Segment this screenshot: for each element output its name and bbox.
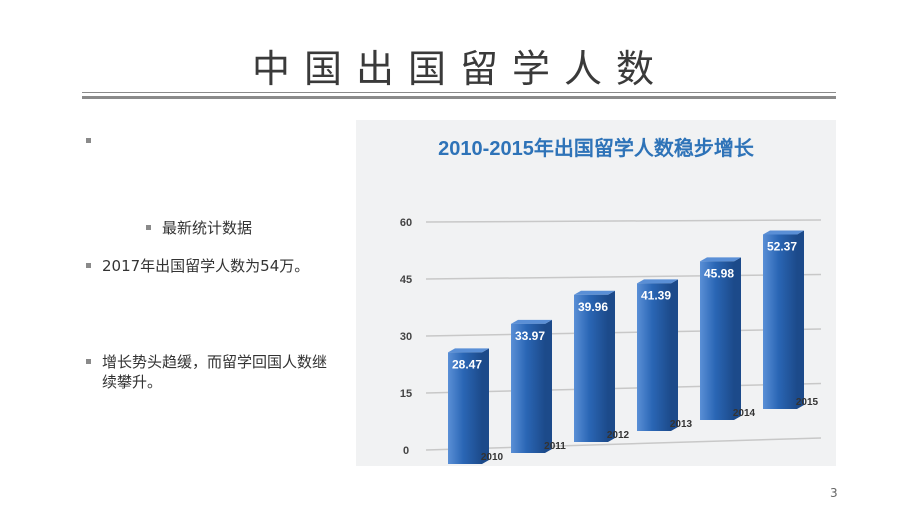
data-label: 39.96 xyxy=(578,300,608,314)
data-label: 28.47 xyxy=(452,357,482,371)
bar-top xyxy=(637,279,678,284)
gridline xyxy=(425,328,822,337)
bar xyxy=(448,352,482,464)
bar-side xyxy=(545,319,552,453)
bar-top xyxy=(763,230,804,235)
x-tick-label: 2012 xyxy=(607,430,630,441)
x-tick-label: 2011 xyxy=(544,441,566,452)
y-tick-label: 0 xyxy=(403,445,409,457)
x-tick-label: 2014 xyxy=(733,408,756,419)
bar-top xyxy=(511,319,552,324)
bullet-text: 最新统计数据 xyxy=(162,219,253,237)
gridline xyxy=(425,219,822,223)
gridline xyxy=(425,273,822,280)
bullet-item: 2017年出国留学人数为54万。 xyxy=(86,256,331,276)
data-label: 41.39 xyxy=(641,288,671,302)
chart-title: 2010-2015年出国留学人数稳步增长 xyxy=(438,138,754,160)
bullet-item: 最新统计数据 xyxy=(146,218,252,238)
title-rule-thick xyxy=(82,96,836,99)
slide-title: 中国出国留学人数 xyxy=(251,47,668,91)
chart-panel: 2010-2015年出国留学人数稳步增长 0 15 30 45 60 28.47 2010 3… xyxy=(356,120,836,466)
bar xyxy=(574,294,608,442)
data-label: 52.37 xyxy=(767,240,797,254)
data-label: 33.97 xyxy=(515,329,545,343)
bar-side xyxy=(608,290,615,442)
x-tick-label: 2010 xyxy=(481,452,504,463)
bullet-marker xyxy=(86,263,91,268)
bar-side xyxy=(482,348,489,464)
bullet-marker xyxy=(86,138,91,143)
title-rule-thin xyxy=(82,92,836,93)
bar-top xyxy=(574,290,615,295)
y-tick-label: 60 xyxy=(400,217,412,229)
x-tick-label: 2013 xyxy=(670,419,693,430)
bar xyxy=(511,323,545,453)
bar-side xyxy=(734,257,741,420)
bar-chart: 0 15 30 45 60 28.47 2010 33.97 2011 39.96 2012 41.3… xyxy=(400,217,822,464)
bar xyxy=(637,283,671,431)
bullet-marker xyxy=(146,225,151,230)
bar xyxy=(763,234,797,409)
data-label: 45.98 xyxy=(704,266,734,280)
y-tick-label: 15 xyxy=(400,388,412,400)
bar xyxy=(700,261,734,420)
bar-side xyxy=(671,279,678,431)
bar-side xyxy=(797,230,804,409)
y-tick-label: 30 xyxy=(400,331,412,343)
bullet-item: 增长势头趋缓，而留学回国人数继续攀升。 xyxy=(86,352,331,392)
gridline xyxy=(425,437,822,451)
page-number: 3 xyxy=(830,486,838,500)
x-tick-label: 2015 xyxy=(796,397,819,408)
bar-top xyxy=(700,257,741,262)
bullet-text: 2017年出国留学人数为54万。 xyxy=(102,257,310,275)
bar-top xyxy=(448,348,489,353)
y-tick-label: 45 xyxy=(400,274,412,286)
bullet-text: 增长势头趋缓，而留学回国人数继续攀升。 xyxy=(102,353,328,391)
bullet-marker xyxy=(86,359,91,364)
gridline xyxy=(425,382,822,394)
